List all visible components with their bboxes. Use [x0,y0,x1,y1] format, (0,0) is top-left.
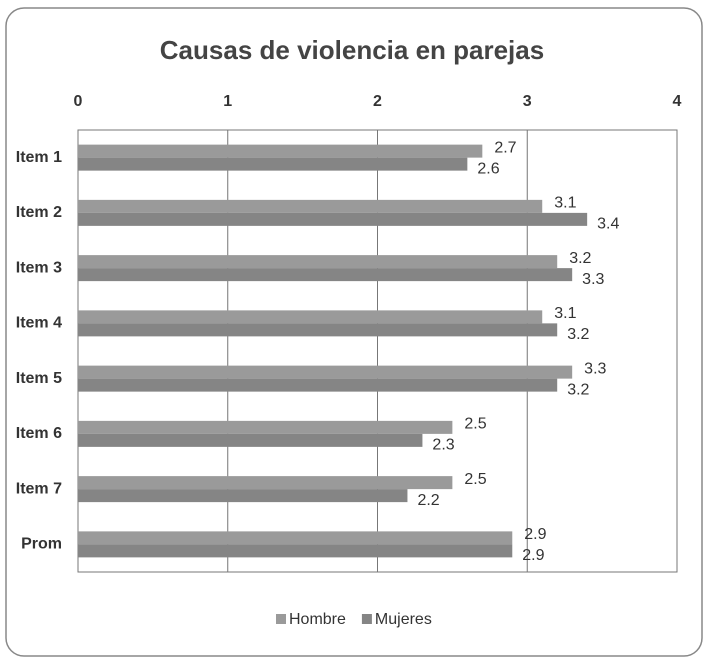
bar [78,144,483,158]
bar [78,420,453,434]
data-label: 3.1 [554,195,576,212]
data-label: 2.9 [524,526,546,543]
legend-label: Hombre [289,611,346,628]
y-tick-label: Item 5 [16,370,62,387]
bar [78,199,543,213]
data-label: 3.3 [584,360,606,377]
legend-label: Mujeres [375,611,432,628]
data-label: 3.1 [554,305,576,322]
data-label: 2.2 [417,492,439,509]
data-label: 3.2 [567,326,589,343]
legend-swatch [276,614,286,624]
x-tick-label: 1 [223,93,232,110]
bar [78,365,573,379]
chart-title: Causas de violencia en parejas [160,35,544,65]
bar [78,489,408,503]
bar [78,212,588,226]
y-tick-label: Item 4 [16,315,62,332]
data-label: 2.3 [432,437,454,454]
data-label: 2.6 [477,160,499,177]
bar [78,255,558,269]
data-label: 3.2 [567,381,589,398]
y-tick-label: Item 3 [16,259,62,276]
data-label: 2.9 [522,547,544,564]
y-tick-label: Prom [21,536,62,553]
data-label: 3.3 [582,271,604,288]
bar [78,323,558,337]
y-tick-label: Item 7 [16,480,62,497]
y-tick-label: Item 1 [16,149,62,166]
bar [78,268,573,282]
bar [78,476,453,490]
bar [78,433,423,447]
x-tick-label: 4 [673,93,682,110]
bar [78,157,468,171]
data-label: 3.2 [569,250,591,267]
data-label: 3.4 [597,216,619,233]
data-label: 2.7 [494,139,516,156]
x-tick-label: 3 [523,93,532,110]
bar [78,531,513,545]
data-label: 2.5 [464,416,486,433]
bar [78,310,543,324]
y-tick-label: Item 6 [16,425,62,442]
bar [78,544,513,558]
bar [78,378,558,392]
data-label: 2.5 [464,471,486,488]
x-tick-label: 0 [74,93,83,110]
y-tick-label: Item 2 [16,204,62,221]
x-tick-label: 2 [373,93,382,110]
legend-swatch [361,614,372,624]
